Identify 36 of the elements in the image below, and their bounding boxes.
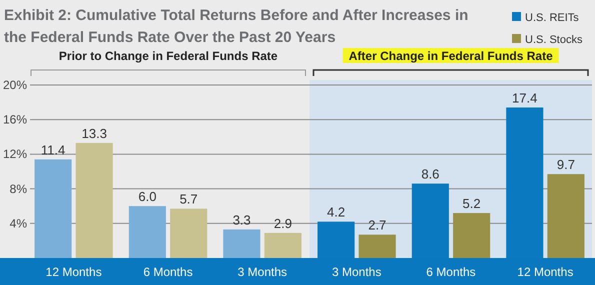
- y-tick-label: 16%: [2, 112, 28, 127]
- x-tick-label: 12 Months: [517, 265, 574, 279]
- x-tick-label: 6 Months: [426, 265, 476, 279]
- data-label: 4.2: [327, 204, 346, 220]
- data-label: 8.6: [421, 166, 440, 182]
- data-label: 3.3: [232, 212, 251, 228]
- bar: [223, 229, 260, 258]
- data-label: 9.7: [556, 157, 575, 172]
- y-tick-label: 12%: [2, 147, 28, 162]
- bar: [547, 174, 584, 258]
- data-label: 13.3: [82, 126, 107, 141]
- legend-label: U.S. REITs: [525, 12, 580, 24]
- data-label: 17.4: [512, 90, 538, 106]
- x-tick-label: 3 Months: [332, 265, 382, 279]
- y-tick-label: 8%: [10, 182, 28, 196]
- data-label: 5.2: [462, 196, 481, 212]
- y-tick-label: 4%: [10, 216, 28, 230]
- chart-title: Exhibit 2: Cumulative Total Returns Before and After Increases in the Federal Funds Rate Over the Past 20 Years: [4, 7, 468, 46]
- bar: [170, 208, 208, 258]
- bar: [264, 232, 302, 258]
- x-tick-label: 12 Months: [46, 265, 102, 279]
- legend-label: U.S. Stocks: [525, 34, 583, 46]
- x-tick-label: 3 Months: [238, 265, 288, 279]
- data-label: 6.0: [138, 189, 156, 204]
- bar: [76, 142, 113, 258]
- data-label: 2.9: [274, 216, 292, 231]
- bar: [34, 159, 72, 258]
- text: Prior to Change in Federal Funds Rate: [58, 49, 278, 63]
- data-label: 5.7: [180, 192, 198, 207]
- bar: [358, 234, 396, 258]
- y-tick-label: 20%: [2, 78, 28, 92]
- bar: [453, 213, 490, 258]
- data-label: 2.7: [368, 218, 386, 233]
- data-label: 11.4: [40, 142, 66, 158]
- bar: [128, 206, 166, 258]
- x-tick-label: 6 Months: [143, 265, 193, 279]
